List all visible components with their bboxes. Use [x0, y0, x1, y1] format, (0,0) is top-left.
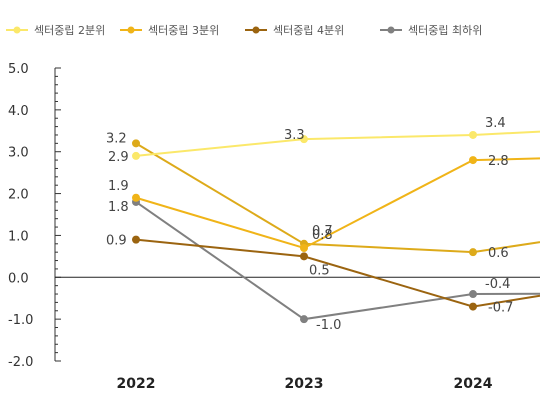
data-point: [132, 235, 140, 244]
data-point: [132, 151, 140, 160]
x-axis: 2022 2023 2024: [55, 276, 540, 392]
data-label: 2.9: [108, 150, 129, 165]
y-tick-label: 2.0: [8, 188, 29, 203]
data-point: [469, 130, 477, 139]
y-tick-label: 5.0: [8, 62, 29, 77]
data-label: -0.4: [485, 277, 510, 292]
legend-swatch-marker: [252, 26, 260, 34]
series-line: [135, 157, 540, 250]
data-point: [300, 135, 308, 144]
y-tick-label: -1.0: [8, 313, 33, 328]
data-label: -0.7: [488, 301, 513, 316]
data-point: [132, 139, 140, 148]
data-label: 2.8: [488, 154, 509, 169]
y-axis: 5.0 4.0 3.0 2.0 1.0 0.0 -1.0 -2.0: [8, 62, 61, 370]
data-point: [469, 156, 477, 165]
data-labels: 2.9 3.3 3.4 1.9 0.7 2.8 0.9 0.5 -0.7 1.8 -1.0 -0.4 3…: [106, 116, 513, 333]
data-label: 1.8: [108, 200, 129, 215]
data-point: [132, 193, 140, 202]
data-label: 0.7: [312, 224, 333, 239]
y-tick-label: 0.0: [8, 271, 29, 286]
legend-swatch-marker: [387, 26, 395, 34]
data-point: [469, 302, 477, 311]
data-label: 0.8: [312, 228, 333, 243]
data-point: [469, 290, 477, 299]
y-tick-label: 3.0: [8, 146, 29, 161]
series-layer: [132, 130, 540, 324]
x-tick-label: 2023: [285, 376, 324, 392]
y-tick-label: -2.0: [8, 355, 33, 370]
legend-label: 섹터중립 3분위: [148, 24, 219, 37]
legend-label: 섹터중립 최하위: [408, 23, 482, 37]
data-label: 1.9: [108, 179, 129, 194]
series-line: [135, 130, 540, 157]
legend-swatch-marker: [13, 26, 21, 34]
data-label: 3.2: [106, 131, 127, 146]
y-tick-label: 1.0: [8, 229, 29, 244]
data-point: [469, 248, 477, 257]
data-label: 0.9: [106, 234, 127, 249]
series-line: [135, 142, 540, 254]
series-line: [135, 238, 540, 308]
data-label: 3.3: [284, 128, 305, 143]
x-tick-label: 2024: [454, 376, 493, 392]
legend-label: 섹터중립 2분위: [34, 24, 105, 37]
data-label: 0.6: [488, 246, 509, 261]
data-point: [300, 252, 308, 261]
data-point: [300, 243, 308, 252]
legend-label: 섹터중립 4분위: [273, 24, 344, 37]
x-tick-label: 2022: [117, 376, 156, 392]
y-tick-label: 4.0: [8, 104, 29, 119]
data-label: -1.0: [316, 318, 341, 333]
data-label: 0.5: [309, 263, 330, 278]
data-label: 3.4: [485, 116, 506, 131]
legend: 섹터중립 2분위 섹터중립 3분위 섹터중립 4분위 섹터중립 최하위: [6, 23, 482, 37]
series-line: [135, 201, 540, 321]
data-point: [300, 315, 308, 324]
legend-swatch-marker: [127, 26, 135, 34]
